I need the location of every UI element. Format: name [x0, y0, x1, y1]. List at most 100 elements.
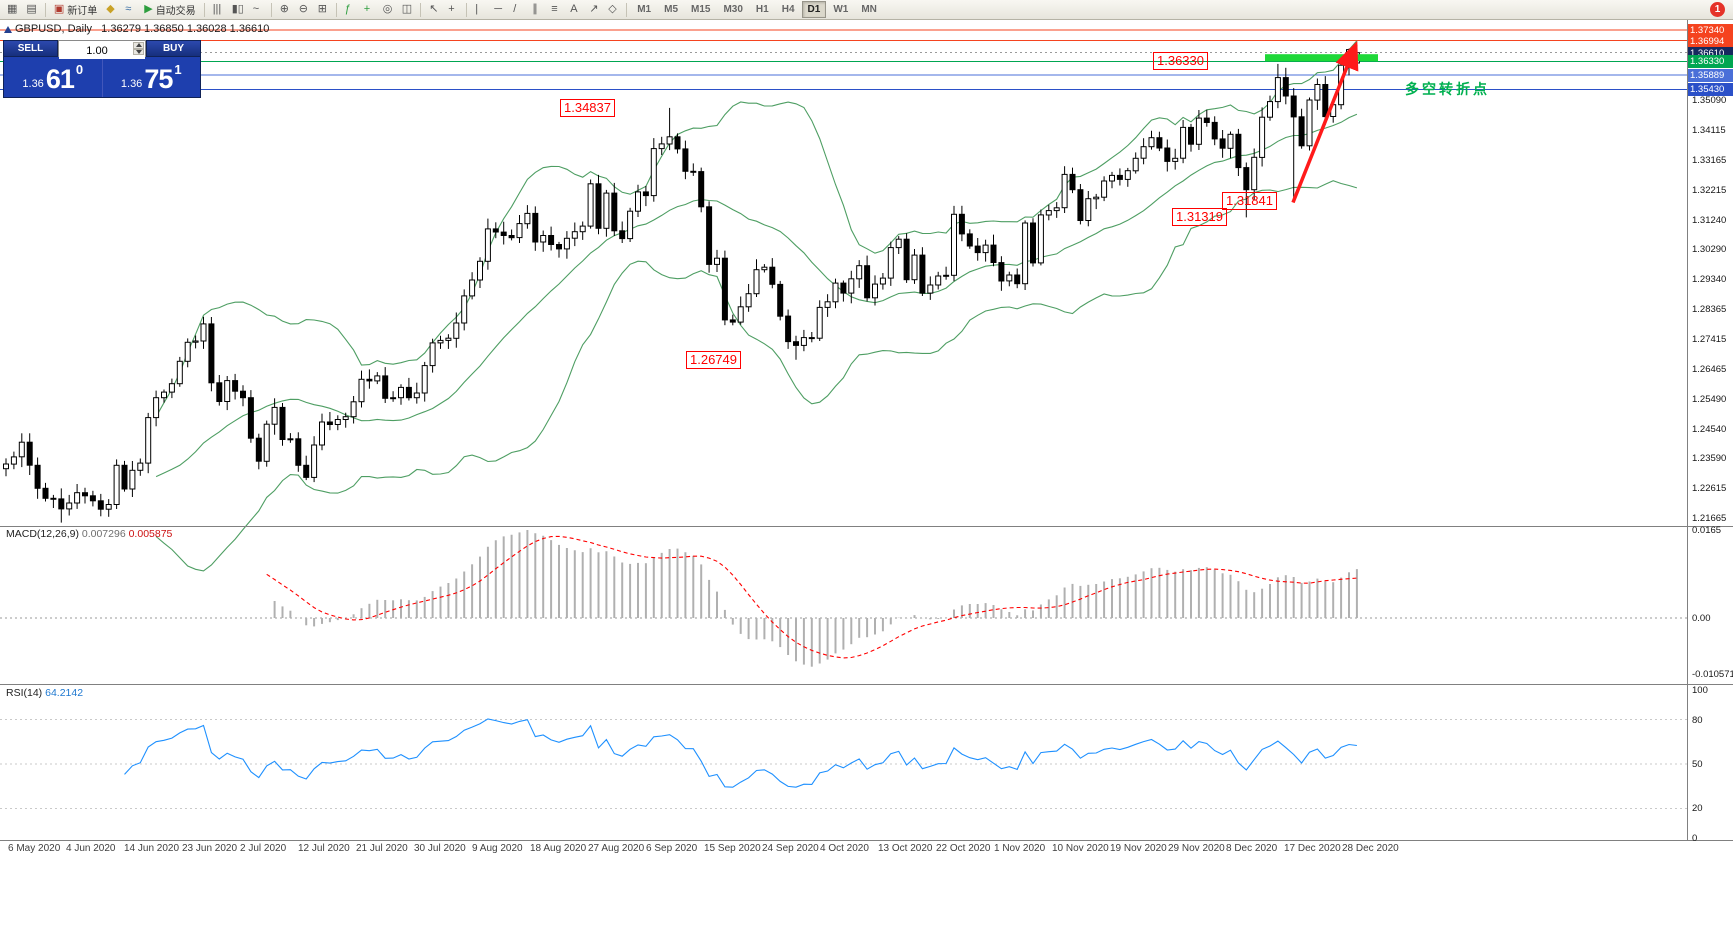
- fibonacci-retracement-icon: ≡: [551, 3, 558, 15]
- lot-decrease-button[interactable]: [133, 48, 144, 55]
- crosshair-button[interactable]: +: [444, 1, 462, 18]
- timeframe-m30-button[interactable]: M30: [717, 1, 748, 18]
- new-order-label: 新订单: [67, 6, 98, 17]
- rsi-value: 64.2142: [45, 687, 84, 699]
- rsi-title: RSI(14): [6, 687, 43, 699]
- price-tick: 1.21665: [1692, 513, 1727, 525]
- oneclick-collapse-toggle[interactable]: [4, 26, 12, 33]
- timeframe-d1-button[interactable]: D1: [801, 1, 827, 18]
- price-tick: 1.27415: [1692, 334, 1727, 345]
- one-click-trading-panel: SELL BUY 1.36 61 0 1.36 75 1: [3, 40, 201, 98]
- sell-button[interactable]: SELL: [3, 40, 58, 57]
- sell-price-main: 1.36: [22, 78, 44, 90]
- price-scale[interactable]: 1.35090 1.34115 1.33165 1.32215 1.31240 1.302…: [1687, 20, 1733, 844]
- templates-button[interactable]: ◎: [379, 1, 397, 18]
- export-button[interactable]: ◫: [398, 1, 416, 18]
- trendline-button[interactable]: /: [509, 1, 527, 18]
- price-tick: 1.34115: [1692, 125, 1726, 137]
- chart-window-button[interactable]: ▦: [3, 1, 21, 18]
- date-label: 18 Aug 2020: [530, 843, 587, 854]
- shapes-icon: ◇: [608, 3, 617, 15]
- cursor-button[interactable]: ↖: [425, 1, 443, 18]
- buy-button[interactable]: BUY: [146, 40, 201, 57]
- price-scale-label: 1.36994: [1688, 34, 1733, 48]
- buy-price-pip: 1: [174, 62, 182, 77]
- zoom-in-button[interactable]: ⊕: [276, 1, 294, 18]
- new-order-button[interactable]: ▣ 新订单: [50, 1, 101, 18]
- macd-signal-value: 0.005875: [128, 528, 173, 540]
- market-watch-button[interactable]: ≈: [121, 1, 139, 18]
- toolbar-separator: [203, 2, 205, 17]
- macd-scale-zero: 0.00: [1692, 613, 1711, 624]
- trend-arrow[interactable]: [1291, 41, 1359, 204]
- zoom-out-button[interactable]: ⊖: [295, 1, 313, 18]
- toolbar-separator: [420, 2, 422, 17]
- horizontal-line-button[interactable]: ─: [490, 1, 508, 18]
- candlestick-chart-button[interactable]: ▮▯: [228, 1, 248, 18]
- timeframe-m5-button[interactable]: M5: [658, 1, 684, 18]
- sell-price-pip: 0: [75, 62, 84, 77]
- bollinger-bands: [155, 40, 1358, 572]
- toolbar-separator: [270, 2, 272, 17]
- line-chart-icon: ~: [252, 3, 260, 15]
- date-label: 24 Sep 2020: [762, 843, 819, 854]
- timeframe-m15-button[interactable]: M15: [685, 1, 716, 18]
- sell-price-big: 61: [45, 64, 75, 94]
- notification-badge[interactable]: 1: [1710, 2, 1725, 17]
- price-tick: 1.35090: [1692, 95, 1727, 107]
- buy-price-main: 1.36: [120, 78, 143, 90]
- cursor-icon: ↖: [429, 3, 439, 15]
- timeframe-w1-button[interactable]: W1: [827, 1, 854, 18]
- trend-note-text[interactable]: 多空转折点: [1405, 81, 1490, 97]
- price-annotation[interactable]: 1.26749: [686, 350, 741, 369]
- resistance-bar[interactable]: [1265, 54, 1378, 62]
- lot-size-input[interactable]: [59, 43, 145, 59]
- price-tick: 1.28365: [1692, 304, 1727, 316]
- profiles-button[interactable]: ▤: [22, 1, 40, 18]
- macd-signal-line: [266, 535, 1357, 659]
- price-annotation[interactable]: 1.34837: [560, 98, 615, 117]
- date-label: 27 Aug 2020: [588, 843, 645, 854]
- timeframe-mn-button[interactable]: MN: [855, 1, 883, 18]
- macd-main-value: 0.007296: [81, 528, 126, 540]
- lot-increase-button[interactable]: [133, 42, 144, 49]
- rsi-line: [124, 718, 1357, 788]
- fibonacci-retracement-button[interactable]: ≡: [547, 1, 565, 18]
- timeframe-m1-button[interactable]: M1: [631, 1, 657, 18]
- sell-price-display[interactable]: 1.36 61 0: [4, 57, 103, 97]
- price-scale-label: 1.35889: [1688, 69, 1733, 83]
- bar-chart-button[interactable]: |||: [209, 1, 227, 18]
- rsi-label: RSI(14) 64.2142: [6, 687, 83, 699]
- time-scale[interactable]: 6 May 2020 4 Jun 2020 14 Jun 2020 23 Jun 20…: [0, 842, 1687, 858]
- price-annotation[interactable]: 1.31319: [1172, 208, 1227, 227]
- alerts-button[interactable]: ◆: [102, 1, 120, 18]
- price-annotation[interactable]: 1.36330: [1153, 52, 1208, 71]
- price-annotation[interactable]: 1.31841: [1222, 192, 1277, 211]
- add-object-button[interactable]: +: [360, 1, 378, 18]
- date-label: 15 Sep 2020: [704, 843, 761, 854]
- tile-windows-button[interactable]: ⊞: [314, 1, 332, 18]
- price-scale-label: 1.37340: [1688, 23, 1733, 37]
- buy-price-display: 1.36 75 1: [103, 57, 201, 97]
- line-chart-button[interactable]: ~: [249, 1, 267, 18]
- price-tick: 1.26465: [1692, 363, 1727, 375]
- equidistant-channel-button[interactable]: ∥: [528, 1, 546, 18]
- autotrading-button[interactable]: ▶ 自动交易: [140, 1, 199, 18]
- candlesticks: [3, 45, 1360, 523]
- indicators-button[interactable]: ƒ: [341, 1, 359, 18]
- date-label: 8 Dec 2020: [1226, 843, 1278, 854]
- toolbar: ▦ ▤ ▣ 新订单 ◆ ≈ ▶ 自动交易 ||| ▮▯ ~ ⊕ ⊖ ⊞ ƒ + ◎ ◫ ↖ + | ─ / ∥ ≡ A ↗ ◇ M1 M5…: [0, 0, 1733, 20]
- text-label-button[interactable]: A: [566, 1, 584, 18]
- lot-size-box: [58, 40, 146, 59]
- shapes-button[interactable]: ◇: [604, 1, 622, 18]
- export-icon: ◫: [401, 3, 413, 15]
- timeframe-h4-button[interactable]: H4: [776, 1, 801, 18]
- toolbar-separator: [335, 2, 337, 17]
- timeframe-h1-button[interactable]: H1: [750, 1, 775, 18]
- arrow-objects-button[interactable]: ↗: [585, 1, 603, 18]
- rsi-scale-label: 0: [1692, 833, 1698, 844]
- toolbar-separator: [626, 2, 628, 17]
- vertical-line-button[interactable]: |: [471, 1, 489, 18]
- rsi-scale-label: 50: [1692, 759, 1703, 770]
